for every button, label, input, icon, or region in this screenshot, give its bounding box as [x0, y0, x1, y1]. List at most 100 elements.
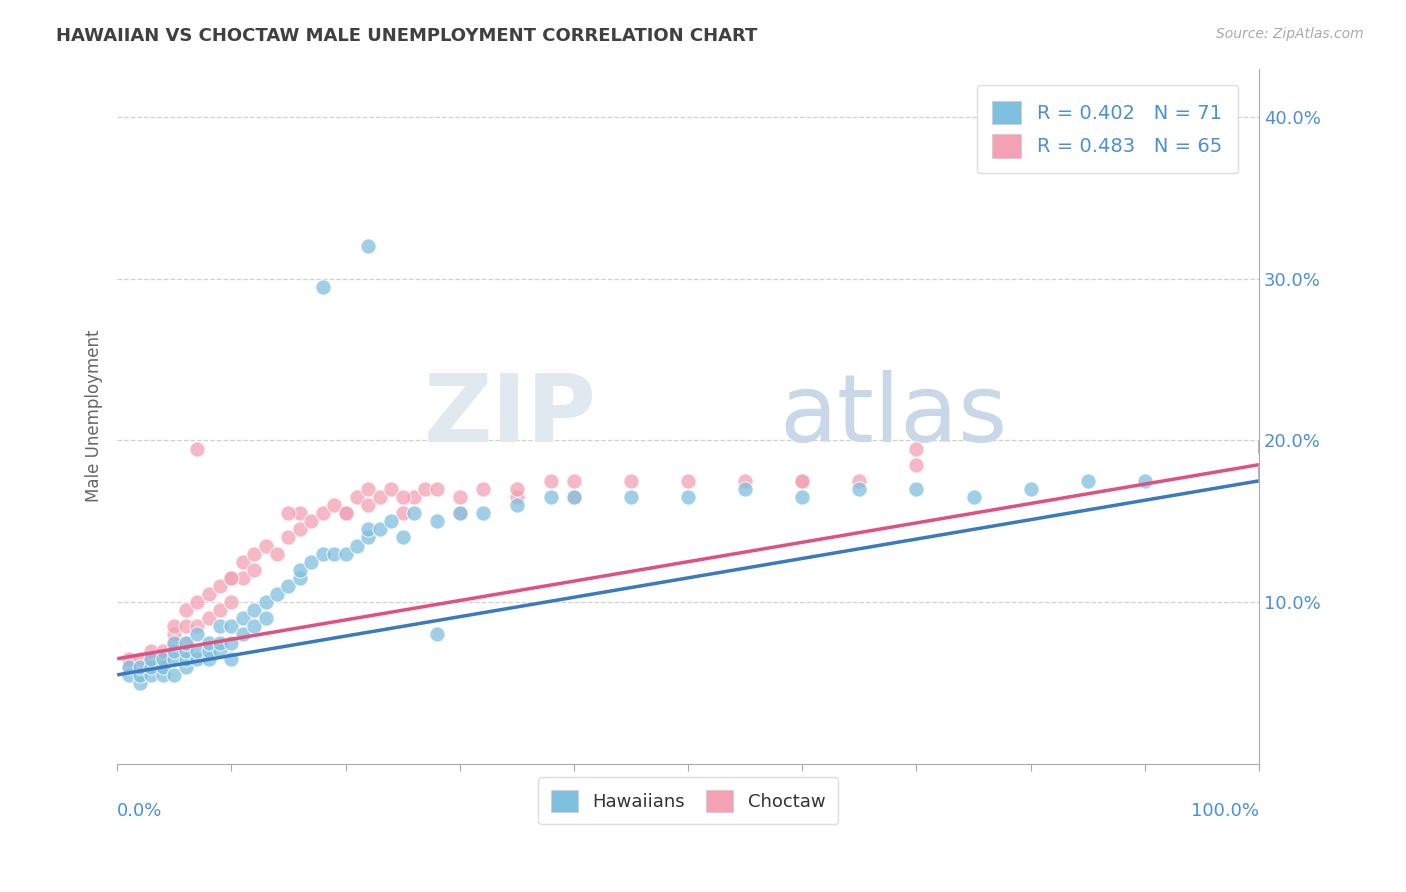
Point: [174, 619, 197, 633]
Point: [368, 490, 391, 504]
Point: [391, 531, 413, 545]
Point: [562, 490, 585, 504]
Point: [506, 490, 529, 504]
Point: [346, 490, 368, 504]
Point: [141, 668, 163, 682]
Point: [391, 490, 413, 504]
Text: 100.0%: 100.0%: [1191, 802, 1258, 820]
Legend: Hawaiians, Choctaw: Hawaiians, Choctaw: [538, 777, 838, 824]
Point: [221, 651, 243, 665]
Point: [197, 587, 219, 601]
Point: [848, 474, 870, 488]
Point: [163, 635, 186, 649]
Point: [163, 619, 186, 633]
Point: [221, 635, 243, 649]
Y-axis label: Male Unemployment: Male Unemployment: [86, 330, 103, 502]
Point: [186, 595, 208, 609]
Point: [312, 506, 335, 520]
Point: [221, 571, 243, 585]
Point: [380, 514, 402, 528]
Point: [277, 531, 299, 545]
Point: [232, 555, 254, 569]
Point: [335, 506, 357, 520]
Point: [299, 555, 322, 569]
Point: [163, 651, 186, 665]
Point: [174, 603, 197, 617]
Point: [299, 514, 322, 528]
Point: [905, 442, 928, 456]
Point: [402, 506, 425, 520]
Text: HAWAIIAN VS CHOCTAW MALE UNEMPLOYMENT CORRELATION CHART: HAWAIIAN VS CHOCTAW MALE UNEMPLOYMENT CO…: [56, 27, 758, 45]
Point: [254, 539, 277, 553]
Point: [243, 603, 266, 617]
Point: [368, 522, 391, 536]
Point: [905, 482, 928, 496]
Point: [208, 635, 231, 649]
Point: [506, 482, 529, 496]
Point: [288, 571, 311, 585]
Point: [426, 514, 449, 528]
Point: [540, 490, 562, 504]
Point: [540, 474, 562, 488]
Point: [426, 627, 449, 641]
Text: Source: ZipAtlas.com: Source: ZipAtlas.com: [1216, 27, 1364, 41]
Point: [1077, 474, 1099, 488]
Point: [323, 547, 346, 561]
Point: [186, 619, 208, 633]
Point: [266, 587, 288, 601]
Point: [323, 498, 346, 512]
Point: [288, 522, 311, 536]
Point: [266, 547, 288, 561]
Point: [335, 506, 357, 520]
Point: [141, 651, 163, 665]
Point: [277, 579, 299, 593]
Point: [312, 280, 335, 294]
Point: [152, 668, 174, 682]
Point: [186, 651, 208, 665]
Point: [232, 611, 254, 625]
Point: [174, 635, 197, 649]
Point: [129, 668, 152, 682]
Point: [174, 651, 197, 665]
Point: [221, 619, 243, 633]
Point: [254, 611, 277, 625]
Point: [221, 595, 243, 609]
Point: [620, 474, 643, 488]
Point: [415, 482, 437, 496]
Point: [402, 490, 425, 504]
Point: [243, 619, 266, 633]
Point: [962, 490, 984, 504]
Point: [1019, 482, 1042, 496]
Point: [380, 482, 402, 496]
Point: [163, 643, 186, 657]
Point: [562, 474, 585, 488]
Point: [232, 627, 254, 641]
Point: [357, 482, 380, 496]
Point: [792, 474, 814, 488]
Point: [346, 539, 368, 553]
Point: [152, 651, 174, 665]
Point: [186, 643, 208, 657]
Point: [288, 506, 311, 520]
Point: [676, 490, 699, 504]
Point: [129, 676, 152, 690]
Point: [141, 660, 163, 674]
Point: [152, 643, 174, 657]
Text: atlas: atlas: [779, 370, 1008, 462]
Point: [905, 458, 928, 472]
Point: [152, 660, 174, 674]
Point: [163, 668, 186, 682]
Point: [208, 579, 231, 593]
Point: [208, 643, 231, 657]
Point: [449, 506, 471, 520]
Point: [141, 651, 163, 665]
Point: [163, 635, 186, 649]
Point: [197, 643, 219, 657]
Point: [208, 619, 231, 633]
Point: [506, 498, 529, 512]
Point: [449, 490, 471, 504]
Point: [141, 643, 163, 657]
Point: [243, 563, 266, 577]
Point: [117, 651, 139, 665]
Point: [734, 474, 756, 488]
